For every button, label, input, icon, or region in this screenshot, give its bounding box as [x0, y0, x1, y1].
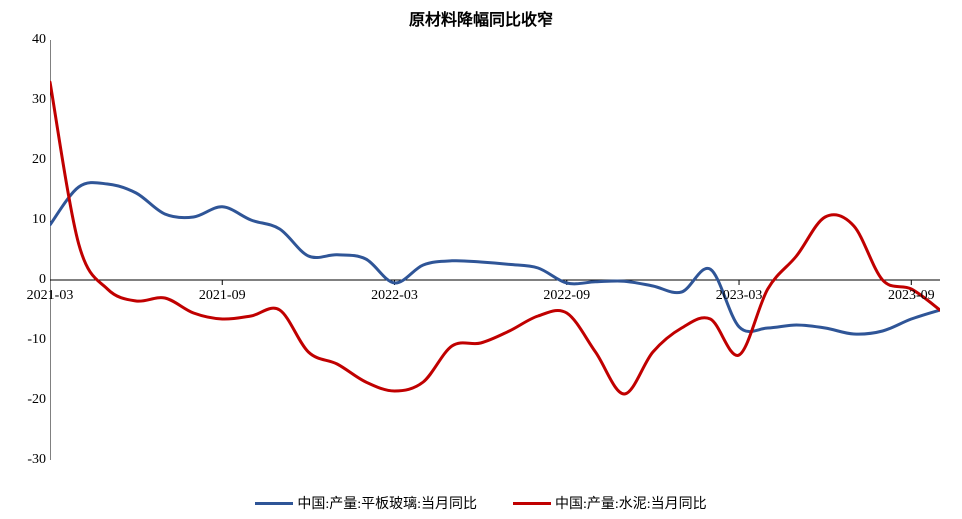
x-tick-label: 2021-09 [199, 288, 246, 304]
y-tick-label: 40 [6, 32, 46, 48]
legend-item-cement: 中国:产量:水泥:当月同比 [513, 493, 707, 513]
series-line [50, 82, 940, 394]
y-tick-label: -30 [6, 452, 46, 468]
legend-swatch-glass [255, 502, 293, 505]
y-tick-label: 20 [6, 152, 46, 168]
y-tick-label: -10 [6, 332, 46, 348]
x-tick-label: 2023-03 [716, 288, 763, 304]
y-tick-label: 0 [6, 272, 46, 288]
x-tick-label: 2023-09 [888, 288, 935, 304]
legend-swatch-cement [513, 502, 551, 505]
y-tick-label: 10 [6, 212, 46, 228]
y-tick-label: -20 [6, 392, 46, 408]
legend-label-cement: 中国:产量:水泥:当月同比 [555, 493, 707, 513]
chart-title: 原材料降幅同比收窄 [0, 6, 962, 30]
series-line [50, 183, 940, 335]
plot-area [50, 40, 940, 460]
x-tick-label: 2021-03 [27, 288, 74, 304]
y-tick-label: 30 [6, 92, 46, 108]
x-tick-label: 2022-03 [371, 288, 418, 304]
legend: 中国:产量:平板玻璃:当月同比 中国:产量:水泥:当月同比 [0, 493, 962, 513]
legend-label-glass: 中国:产量:平板玻璃:当月同比 [297, 493, 477, 513]
plot-svg [50, 40, 940, 460]
legend-item-glass: 中国:产量:平板玻璃:当月同比 [255, 493, 477, 513]
x-tick-label: 2022-09 [543, 288, 590, 304]
chart-container: 原材料降幅同比收窄 -30 -20 -10 0 10 20 30 40 2021-03 2021… [0, 0, 962, 519]
